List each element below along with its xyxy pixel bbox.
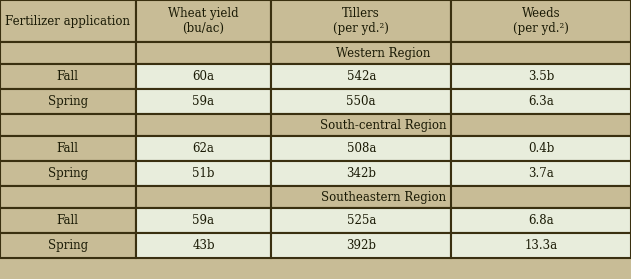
Bar bbox=[0, 42, 136, 64]
Text: 525a: 525a bbox=[346, 214, 376, 227]
Text: Western Region: Western Region bbox=[336, 47, 430, 59]
Text: 62a: 62a bbox=[192, 142, 215, 155]
Bar bbox=[271, 0, 451, 42]
Bar bbox=[0, 89, 136, 114]
Bar bbox=[136, 89, 271, 114]
Text: Spring: Spring bbox=[48, 95, 88, 108]
Text: 550a: 550a bbox=[346, 95, 376, 108]
Bar bbox=[451, 89, 631, 114]
Bar bbox=[451, 0, 631, 42]
Bar bbox=[0, 233, 136, 258]
Bar bbox=[0, 161, 136, 186]
Bar bbox=[271, 136, 451, 161]
Bar bbox=[451, 208, 631, 233]
Text: 6.3a: 6.3a bbox=[528, 95, 554, 108]
Bar bbox=[136, 186, 631, 208]
Text: Weeds
(per yd.²): Weeds (per yd.²) bbox=[513, 7, 569, 35]
Bar bbox=[0, 64, 136, 89]
Bar bbox=[0, 114, 136, 136]
Text: Fall: Fall bbox=[57, 70, 79, 83]
Bar bbox=[136, 233, 271, 258]
Text: 6.8a: 6.8a bbox=[528, 214, 554, 227]
Bar bbox=[136, 161, 271, 186]
Text: 59a: 59a bbox=[192, 95, 215, 108]
Bar bbox=[136, 136, 271, 161]
Text: 0.4b: 0.4b bbox=[528, 142, 554, 155]
Text: Spring: Spring bbox=[48, 167, 88, 180]
Bar bbox=[136, 114, 631, 136]
Bar bbox=[136, 0, 271, 42]
Text: 60a: 60a bbox=[192, 70, 215, 83]
Text: Fall: Fall bbox=[57, 142, 79, 155]
Text: 342b: 342b bbox=[346, 167, 376, 180]
Text: Fall: Fall bbox=[57, 214, 79, 227]
Text: Southeastern Region: Southeastern Region bbox=[321, 191, 446, 203]
Bar bbox=[271, 233, 451, 258]
Bar bbox=[136, 64, 271, 89]
Bar bbox=[451, 161, 631, 186]
Bar bbox=[271, 64, 451, 89]
Text: Spring: Spring bbox=[48, 239, 88, 252]
Text: 59a: 59a bbox=[192, 214, 215, 227]
Bar bbox=[136, 42, 631, 64]
Text: 392b: 392b bbox=[346, 239, 376, 252]
Text: South-central Region: South-central Region bbox=[320, 119, 447, 131]
Text: 542a: 542a bbox=[346, 70, 376, 83]
Bar bbox=[451, 233, 631, 258]
Text: 13.3a: 13.3a bbox=[524, 239, 558, 252]
Bar bbox=[0, 208, 136, 233]
Text: 51b: 51b bbox=[192, 167, 215, 180]
Bar bbox=[136, 208, 271, 233]
Bar bbox=[451, 136, 631, 161]
Text: 508a: 508a bbox=[346, 142, 376, 155]
Bar bbox=[451, 64, 631, 89]
Bar bbox=[271, 208, 451, 233]
Text: 43b: 43b bbox=[192, 239, 215, 252]
Bar bbox=[271, 161, 451, 186]
Bar bbox=[271, 89, 451, 114]
Bar bbox=[0, 0, 136, 42]
Text: 3.7a: 3.7a bbox=[528, 167, 554, 180]
Text: 3.5b: 3.5b bbox=[528, 70, 554, 83]
Bar bbox=[0, 186, 136, 208]
Text: Wheat yield
(bu/ac): Wheat yield (bu/ac) bbox=[168, 7, 239, 35]
Text: Tillers
(per yd.²): Tillers (per yd.²) bbox=[333, 7, 389, 35]
Bar bbox=[0, 136, 136, 161]
Text: Fertilizer application: Fertilizer application bbox=[5, 15, 131, 28]
